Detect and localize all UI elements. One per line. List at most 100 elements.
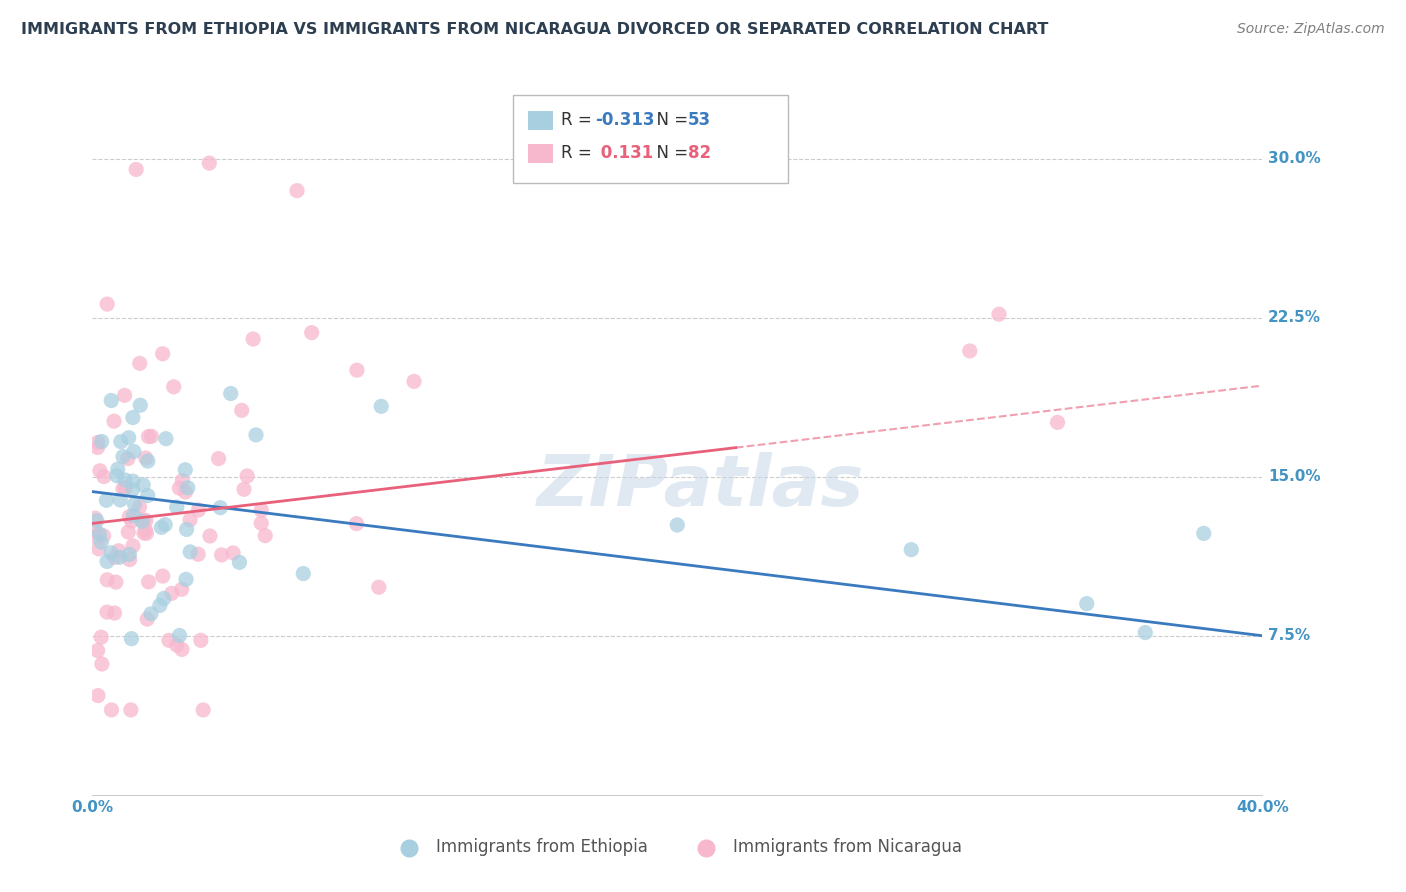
Point [134,523,156,537]
Point [301,326,323,340]
Point [90,535,112,549]
Point [209,500,232,515]
Point [93,469,115,483]
Point [90,630,112,644]
Point [160,586,183,600]
Point [139,607,162,621]
Point [187,503,209,517]
Point [103,606,125,620]
Point [231,403,253,417]
Text: N =: N = [645,145,693,162]
Point [132,526,155,541]
Point [166,638,188,652]
Point [177,481,200,495]
Text: IMMIGRANTS FROM ETHIOPIA VS IMMIGRANTS FROM NICARAGUA DIVORCED OR SEPARATED CORR: IMMIGRANTS FROM ETHIOPIA VS IMMIGRANTS F… [21,22,1049,37]
Point [96,605,118,619]
Point [121,483,143,497]
Point [114,481,136,495]
Point [129,398,152,412]
Point [132,478,155,492]
Point [172,474,194,488]
Point [176,523,198,537]
Text: 82: 82 [688,145,711,162]
Point [236,469,259,483]
Point [125,162,148,177]
Point [86,643,108,657]
Point [135,514,157,528]
Point [169,481,191,495]
Point [122,508,145,523]
Point [96,554,118,568]
Point [89,527,111,541]
Point [211,548,233,562]
Point [187,547,209,561]
Point [250,516,273,531]
Point [96,573,118,587]
Point [152,347,174,361]
Point [122,474,145,488]
Point [198,156,221,170]
Point [87,435,110,450]
Point [153,517,176,532]
Point [111,482,134,496]
Point [117,524,139,539]
Point [155,432,177,446]
Point [166,500,188,515]
Point [1076,597,1098,611]
Text: 53: 53 [688,112,711,129]
Point [89,464,111,478]
Point [157,633,180,648]
Point [179,545,201,559]
Text: Source: ZipAtlas.com: Source: ZipAtlas.com [1237,22,1385,37]
Point [114,388,136,402]
Point [219,386,242,401]
Point [118,552,141,566]
Point [900,542,922,557]
Point [121,632,143,646]
Point [135,526,157,541]
Point [104,550,127,565]
Point [117,451,139,466]
Point [100,703,122,717]
Point [150,520,173,534]
Point [100,393,122,408]
Text: N =: N = [645,112,693,129]
Point [93,529,115,543]
Point [131,515,153,529]
Point [96,493,118,508]
Point [118,509,141,524]
Point [193,703,215,717]
Text: 30.0%: 30.0% [1268,152,1320,167]
Point [242,332,264,346]
Text: 0.131: 0.131 [595,145,654,162]
Point [118,431,141,445]
Point [84,529,107,543]
Point [122,410,145,425]
Point [112,450,135,464]
Point [87,689,110,703]
Point [108,550,131,565]
Point [988,307,1011,321]
Point [346,363,368,377]
Point [87,541,110,556]
Point [170,642,193,657]
Point [122,539,145,553]
Point [190,633,212,648]
Point [367,580,389,594]
Point [132,513,155,527]
Point [120,703,142,717]
Point [136,612,159,626]
Text: 7.5%: 7.5% [1268,628,1310,643]
Point [141,429,163,443]
Point [174,572,197,586]
Point [245,428,267,442]
Point [90,434,112,449]
Point [96,297,118,311]
Point [346,516,368,531]
Point [292,566,315,581]
Point [163,380,186,394]
Point [169,628,191,642]
Point [138,574,160,589]
Point [90,657,112,671]
Point [959,343,981,358]
